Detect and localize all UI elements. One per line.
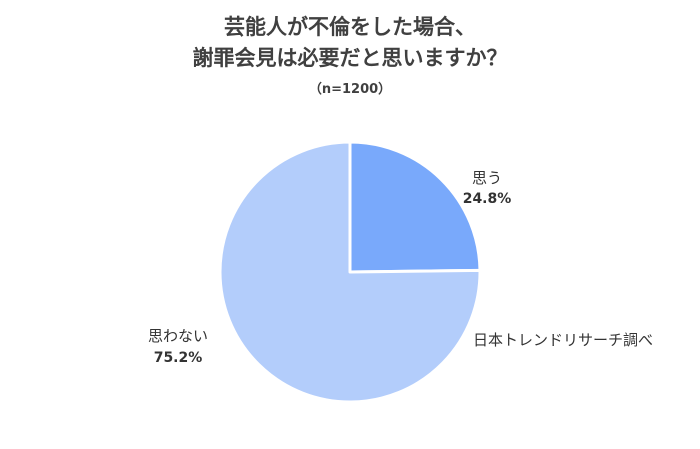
chart-title-line-2: 謝罪会見は必要だと思いますか？ <box>192 46 508 70</box>
pie-slices <box>218 140 482 404</box>
chart-subtitle: （n=1200） <box>308 82 392 97</box>
slice-label-yes-value: 24.8% <box>463 191 512 207</box>
chart-title-line-1: 芸能人が不倫をした場合、 <box>224 15 476 39</box>
slice-label-yes-name: 思う <box>472 169 502 187</box>
pie-slice-yes <box>348 140 482 274</box>
slice-label-no-value: 75.2% <box>154 350 203 366</box>
pie-slice-no <box>218 140 482 404</box>
slice-label-no-name: 思わない <box>148 327 208 345</box>
source-note: 日本トレンドリサーチ調べ <box>473 331 654 349</box>
